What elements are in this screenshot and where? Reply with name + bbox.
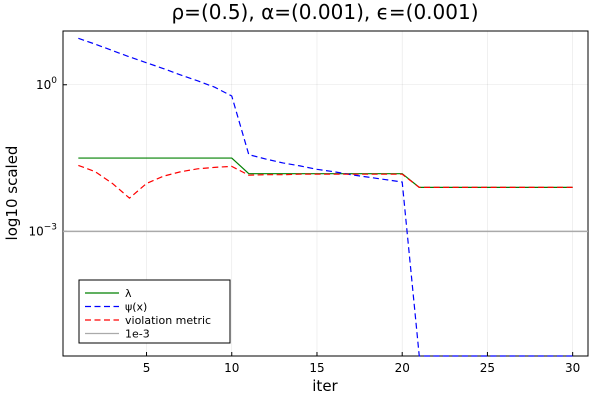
series-lines xyxy=(63,37,588,357)
x-tick-label: 15 xyxy=(309,361,324,375)
x-axis-label: iter xyxy=(312,377,338,395)
plot-area-frame xyxy=(62,30,589,357)
legend-label: λ xyxy=(125,287,132,300)
x-tick-label: 5 xyxy=(143,361,151,375)
x-tick-label: 30 xyxy=(565,361,580,375)
y-axis-ticks: 100 10−3 xyxy=(28,76,67,238)
x-tick-label: 25 xyxy=(480,361,495,375)
x-axis-ticks: 5 10 15 20 25 30 xyxy=(143,352,580,375)
y-tick-label: 100 xyxy=(36,76,57,92)
y-tick-label: 10−3 xyxy=(28,222,57,238)
legend-label: violation metric xyxy=(125,314,211,327)
series-line-psi xyxy=(78,37,573,357)
x-tick-label: 20 xyxy=(395,361,410,375)
legend-label: ψ(x) xyxy=(125,301,147,314)
series-line-violation-metric xyxy=(78,164,573,199)
y-axis-label: log10 scaled xyxy=(3,146,21,241)
legend-label: 1e-3 xyxy=(125,328,150,341)
x-tick-label: 10 xyxy=(224,361,239,375)
legend-box xyxy=(78,279,231,344)
chart-title: ρ=(0.5), α=(0.001), ϵ=(0.001) xyxy=(171,0,478,24)
